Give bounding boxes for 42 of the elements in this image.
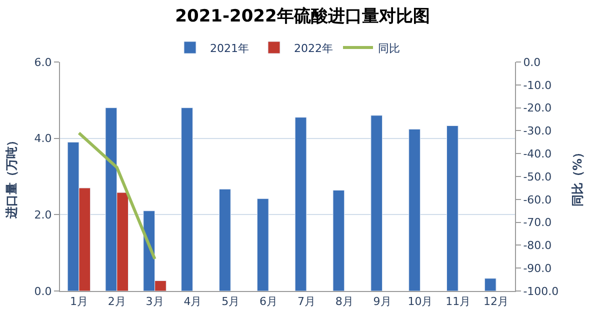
bar [294, 117, 307, 291]
x-tick-label: 3月 [146, 295, 164, 308]
y2-tick-label: -90.0 [523, 262, 552, 275]
y-axis-title: 进口量（万吨） [4, 134, 19, 220]
y2-tick-label: -70.0 [523, 216, 552, 230]
x-tick-label: 12月 [484, 295, 509, 308]
y2-tick-label: -100.0 [523, 284, 559, 298]
y2-tick-label: -40.0 [523, 147, 552, 160]
x-tick-label: 4月 [184, 295, 202, 308]
y-tick-label: 4.0 [34, 132, 52, 146]
x-tick-label: 8月 [335, 295, 354, 308]
x-tick-label: 1月 [70, 295, 88, 308]
x-tick-label: 11月 [446, 295, 471, 308]
y2-tick-label: -80.0 [523, 239, 552, 252]
y-tick-label: 6.0 [34, 56, 52, 69]
x-tick-label: 9月 [373, 295, 392, 308]
y2-tick-label: 0.0 [523, 56, 541, 69]
x-tick-label: 2月 [108, 295, 126, 308]
x-tick-label: 6月 [260, 295, 278, 308]
x-tick-label: 10月 [408, 295, 433, 308]
y2-tick-label: -10.0 [523, 78, 552, 92]
bar [408, 128, 420, 291]
x-tick-label: 7月 [297, 295, 316, 308]
y2-tick-label: -50.0 [523, 170, 552, 184]
legend-label: 同比 [378, 42, 400, 55]
bar [446, 125, 458, 291]
y2-tick-label: -20.0 [523, 102, 552, 115]
bar [332, 190, 345, 291]
legend-label: 2022年 [294, 42, 333, 55]
y2-tick-label: -30.0 [523, 124, 552, 138]
y2-axis-title: 同比（%） [570, 146, 585, 207]
legend-label: 2021年 [210, 42, 249, 55]
y-tick-label: 2.0 [34, 208, 52, 222]
y2-tick-label: -60.0 [523, 193, 552, 206]
y-tick-label: 0.0 [34, 284, 52, 298]
x-tick-label: 5月 [222, 295, 240, 308]
bar [484, 278, 496, 291]
bar [219, 188, 231, 291]
chart-title: 2021-2022年硫酸进口量对比图 [175, 6, 430, 27]
bar [181, 108, 193, 291]
bar [256, 198, 269, 291]
bar [370, 115, 383, 291]
